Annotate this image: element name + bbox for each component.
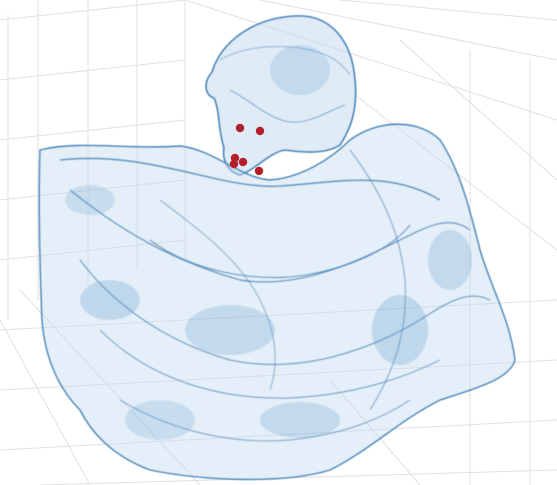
mesh-contour xyxy=(149,224,411,279)
grid-line xyxy=(0,0,186,21)
grid-line xyxy=(0,59,186,81)
grid-line xyxy=(259,0,557,61)
mesh-contour xyxy=(159,199,276,391)
mesh-blob xyxy=(260,402,340,438)
grid-line xyxy=(39,469,557,485)
landmarks xyxy=(229,123,265,176)
mesh-contour xyxy=(59,157,441,201)
mesh-blob xyxy=(65,185,115,215)
grid-line xyxy=(339,0,557,21)
grid-line xyxy=(184,0,557,121)
mesh-blob xyxy=(270,45,330,95)
landmark-point[interactable] xyxy=(255,126,265,136)
mesh-head xyxy=(205,15,357,176)
mesh-blob xyxy=(428,230,472,290)
mesh-contour xyxy=(69,189,471,283)
landmark-point[interactable] xyxy=(229,159,239,169)
mesh-surface xyxy=(38,15,516,481)
mesh-blob xyxy=(125,400,195,440)
landmark-point[interactable] xyxy=(238,157,248,167)
mesh-torso xyxy=(38,123,516,481)
mesh-blob xyxy=(185,305,275,355)
mesh-blob xyxy=(80,280,140,320)
grid-line xyxy=(0,119,186,141)
mesh-contour xyxy=(349,149,407,411)
grid-line xyxy=(0,319,91,485)
grid-line xyxy=(399,39,557,181)
landmark-point[interactable] xyxy=(235,123,245,133)
landmark-point[interactable] xyxy=(254,166,264,176)
mesh-blob xyxy=(372,295,428,365)
mesh-contour xyxy=(229,89,346,123)
mesh-contour xyxy=(99,329,441,399)
